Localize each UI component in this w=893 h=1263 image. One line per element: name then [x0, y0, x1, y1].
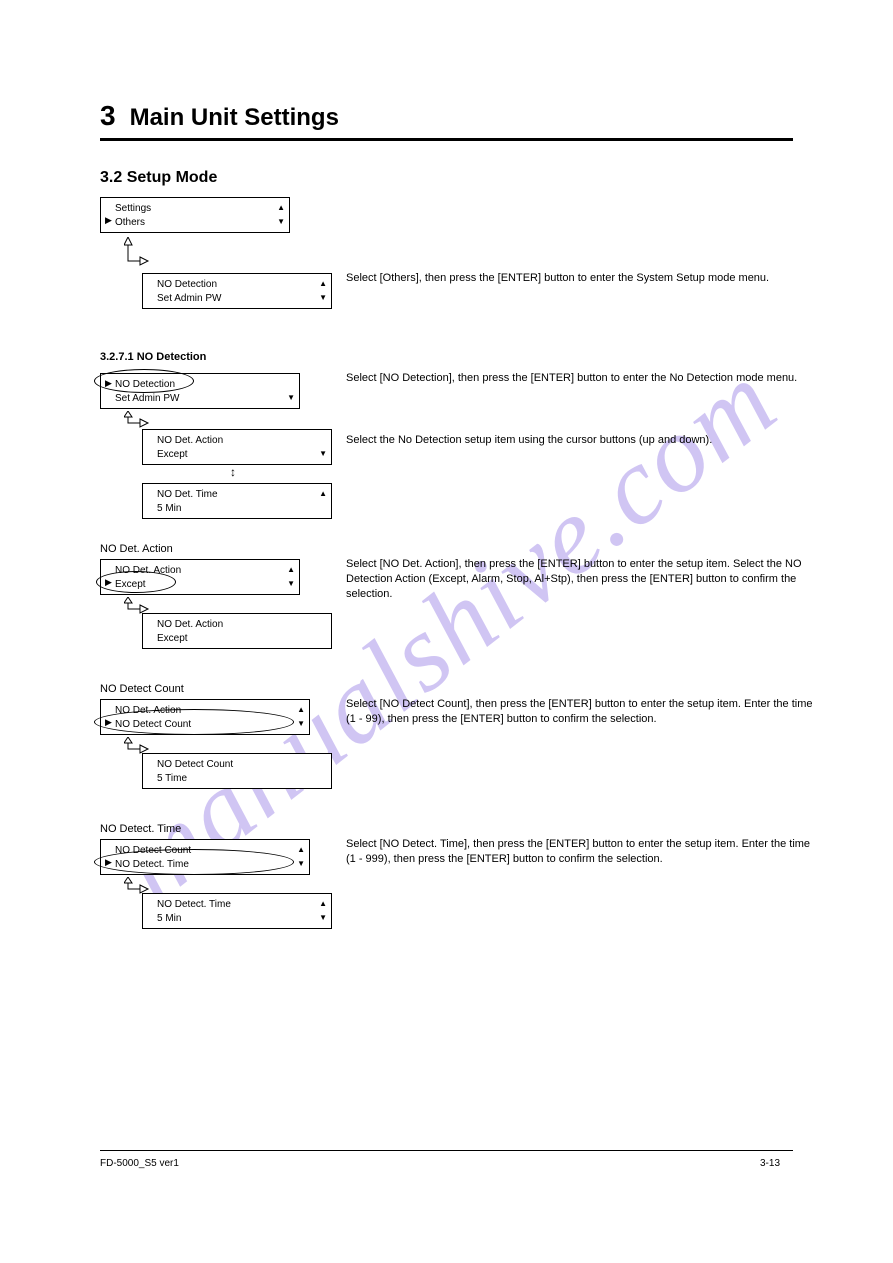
menu-line: NO Detect. Time	[157, 898, 231, 911]
footer-left: FD-5000_S5 ver1	[100, 1158, 179, 1169]
chapter-number: 3	[100, 100, 116, 132]
menu-box-c2: NO Det. Time ▲ 5 Min	[142, 483, 332, 519]
desc-text: Select [NO Detect. Time], then press the…	[346, 837, 816, 867]
down-icon: ▼	[287, 394, 295, 402]
updown-icon: ↕	[230, 465, 236, 479]
footer-right: 3-13	[760, 1158, 780, 1169]
subsection-title: 3.2.7.1 NO Detection	[100, 351, 206, 363]
up-icon: ▲	[319, 280, 327, 288]
up-icon: ▲	[297, 846, 305, 854]
menu-box-a: Settings ▲ ▶ Others ▼	[100, 197, 290, 233]
item-label: NO Det. Action	[100, 543, 173, 555]
menu-box-f1: NO Detect. Time ▲ 5 Min ▼	[142, 893, 332, 929]
chapter-header: 3 Main Unit Settings	[100, 100, 793, 138]
menu-line: Except	[157, 448, 188, 461]
up-icon: ▲	[319, 900, 327, 908]
menu-line: 5 Min	[157, 502, 181, 515]
menu-line: NO Detect Count	[157, 758, 233, 771]
menu-line: NO Det. Action	[157, 618, 223, 631]
menu-line: NO Detection	[157, 278, 217, 291]
menu-box-d1: NO Det. Action Except	[142, 613, 332, 649]
menu-box-c1: NO Det. Action Except ▼	[142, 429, 332, 465]
menu-line: Set Admin PW	[157, 292, 221, 305]
down-icon: ▼	[319, 914, 327, 922]
section-title: 3.2 Setup Mode	[100, 169, 793, 187]
menu-line: NO Det. Action	[157, 434, 223, 447]
highlight-ellipse	[94, 369, 194, 393]
up-icon: ▲	[297, 706, 305, 714]
down-icon: ▼	[319, 294, 327, 302]
cursor-icon: ▶	[105, 215, 112, 227]
up-icon: ▲	[319, 490, 327, 498]
menu-line: NO Det. Time	[157, 488, 218, 501]
menu-line: Except	[157, 632, 188, 645]
menu-line: Settings	[115, 202, 151, 215]
highlight-ellipse	[94, 709, 294, 735]
desc-text: Select [NO Detect Count], then press the…	[346, 697, 816, 727]
down-icon: ▼	[319, 450, 327, 458]
menu-line: 5 Time	[157, 772, 187, 785]
item-label: NO Detect Count	[100, 683, 184, 695]
footer-rule	[100, 1150, 793, 1151]
down-icon: ▼	[297, 720, 305, 728]
item-label: NO Detect. Time	[100, 823, 181, 835]
title-rule	[100, 138, 793, 141]
highlight-ellipse	[96, 571, 176, 593]
desc-text: Select the No Detection setup item using…	[346, 433, 816, 448]
up-icon: ▲	[277, 204, 285, 212]
down-icon: ▼	[287, 580, 295, 588]
menu-diagram: Settings ▲ ▶ Others ▼ NO Detection ▲ Set…	[100, 197, 793, 957]
down-icon: ▼	[297, 860, 305, 868]
menu-line: Others	[115, 216, 145, 229]
desc-text: Select [NO Det. Action], then press the …	[346, 557, 816, 602]
menu-box-e1: NO Detect Count 5 Time	[142, 753, 332, 789]
desc-text: Select [NO Detection], then press the [E…	[346, 371, 816, 386]
menu-box-b: NO Detection ▲ Set Admin PW ▼	[142, 273, 332, 309]
down-icon: ▼	[277, 218, 285, 226]
menu-line: Set Admin PW	[115, 392, 179, 405]
desc-text: Select [Others], then press the [ENTER] …	[346, 271, 816, 286]
highlight-ellipse	[94, 849, 294, 875]
page-content: 3 Main Unit Settings 3.2 Setup Mode Sett…	[100, 100, 793, 957]
menu-line: 5 Min	[157, 912, 181, 925]
chapter-title: Main Unit Settings	[130, 104, 339, 132]
up-icon: ▲	[287, 566, 295, 574]
enter-arrow-icon	[124, 237, 150, 275]
